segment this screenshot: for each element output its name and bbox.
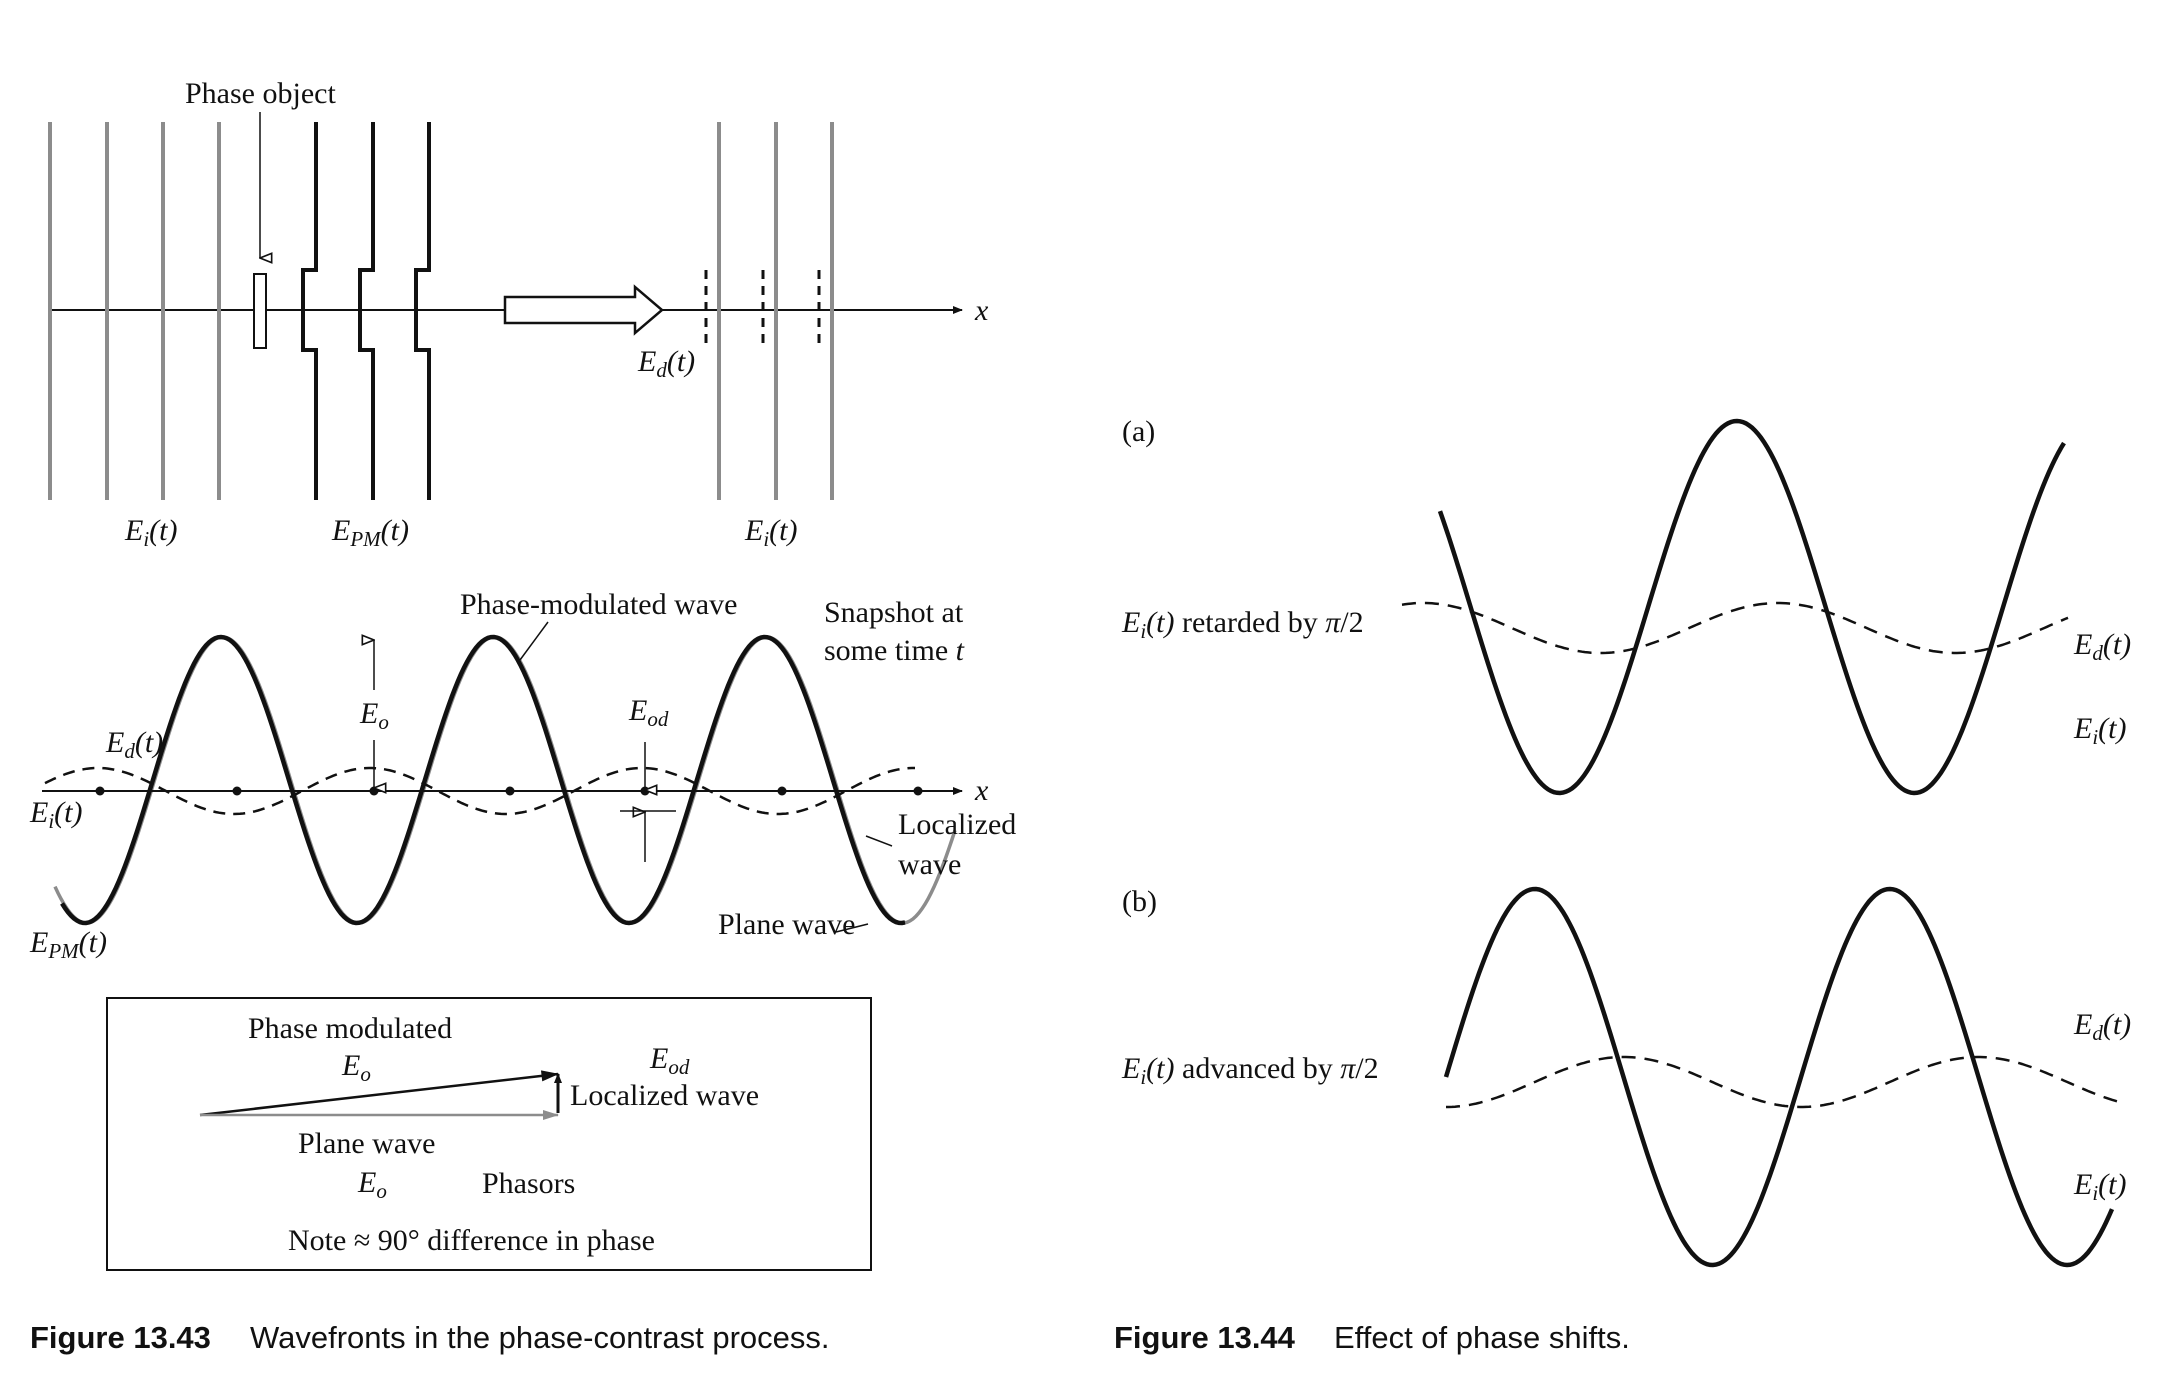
panel-a-condition-label: Ei(t) retarded by π/2 <box>1121 606 1364 643</box>
localized-wave-curve <box>44 766 915 816</box>
panel-a-ei-label: Ei(t) <box>2073 712 2127 749</box>
eod-label: Eod <box>628 694 669 731</box>
wavefront-line <box>301 122 318 500</box>
figure-13-43-caption: Figure 13.43 Wavefronts in the phase-con… <box>30 1320 830 1355</box>
panel-b-ei-label: Ei(t) <box>2073 1168 2127 1205</box>
phasors-label: Phasors <box>482 1167 575 1200</box>
phase-modulated-wavefronts <box>301 122 431 500</box>
panel-b-ed-label: Ed(t) <box>2073 1008 2131 1045</box>
eo-top-label: Eo <box>341 1049 371 1086</box>
localized-wave-leader <box>865 835 893 847</box>
phase-modulated-wave-leader <box>519 621 549 661</box>
epm-label-mid: EPM(t) <box>29 926 107 963</box>
wave-snapshot: x Eo Eod Phase-modulated wave Snapshot a… <box>29 588 1016 963</box>
incident-wavefronts <box>48 122 221 500</box>
phase-object-label: Phase object <box>185 77 336 110</box>
phase-object <box>253 273 267 349</box>
phase-modulated-label: Phase modulated <box>248 1012 452 1045</box>
localized-wave-label-line2: wave <box>898 848 961 881</box>
caption-text: Effect of phase shifts. <box>1334 1320 1630 1355</box>
caption-text: Wavefronts in the phase-contrast process… <box>250 1320 830 1355</box>
caption-number: Figure 13.44 <box>1114 1320 1296 1355</box>
diffracted-wavefronts <box>704 270 821 350</box>
snapshot-label-line2: some time t <box>824 634 965 667</box>
x-axis-label: x <box>974 294 989 327</box>
panel-b: (b) Ei(t) advanced by π/2 Ed(t) Ei(t) <box>1121 885 2131 1268</box>
phase-modulated-wave-label: Phase-modulated wave <box>460 588 737 621</box>
ed-label-top: Ed(t) <box>637 345 695 382</box>
node-dot <box>95 786 105 796</box>
eod-box-label: Eod <box>649 1042 690 1079</box>
ed-curve <box>1446 1055 2119 1109</box>
localized-wave-label-line1: Localized <box>898 808 1016 841</box>
propagation-arrow <box>503 284 664 336</box>
wavefront-line <box>414 122 431 500</box>
plane-wave-leader <box>835 923 869 933</box>
figure-13-44-caption: Figure 13.44 Effect of phase shifts. <box>1114 1320 1630 1355</box>
caption-number: Figure 13.43 <box>30 1320 211 1355</box>
x-axis-label: x <box>974 774 989 807</box>
wavefront-line <box>358 122 375 500</box>
epm-label-top: EPM(t) <box>331 514 409 551</box>
panel-a-ed-label: Ed(t) <box>2073 628 2131 665</box>
ei-curve <box>1443 886 2115 1268</box>
node-dot <box>505 786 515 796</box>
snapshot-label-line1: Snapshot at <box>824 596 964 629</box>
node-dot <box>232 786 242 796</box>
ed-curve <box>1401 601 2069 655</box>
panel-a: (a) Ei(t) retarded by π/2 Ed(t) Ei(t) <box>1121 415 2131 796</box>
eo-label: Eo <box>359 697 389 734</box>
plane-wave-box-label: Plane wave <box>298 1127 435 1160</box>
node-dot <box>913 786 923 796</box>
ei-curve <box>1437 418 2066 796</box>
phasor-box-frame <box>106 997 872 1271</box>
phase-modulated-wave-curve <box>60 634 906 926</box>
panel-b-condition-label: Ei(t) advanced by π/2 <box>1121 1052 1379 1089</box>
phasor-box: Phase modulated Eo Eod Localized wave Pl… <box>106 997 872 1271</box>
ei-label-left: Ei(t) <box>124 514 178 551</box>
panel-b-tag: (b) <box>1122 885 1157 918</box>
node-dot <box>777 786 787 796</box>
localized-wave-box-label: Localized wave <box>570 1079 759 1112</box>
eo-bottom-label: Eo <box>357 1166 387 1203</box>
plane-wave-curve <box>53 635 957 925</box>
ei-label-right: Ei(t) <box>744 514 798 551</box>
plane-wave-label: Plane wave <box>718 908 855 941</box>
ei-label-mid: Ei(t) <box>29 796 83 833</box>
transmitted-wavefronts <box>717 122 834 500</box>
phase-note-label: Note ≈ 90° difference in phase <box>288 1224 655 1257</box>
panel-a-tag: (a) <box>1122 415 1155 448</box>
phase-modulated-phasor <box>199 1070 560 1117</box>
wavefront-diagram: x Phase object Ed(t) <box>48 77 989 551</box>
ed-label-mid: Ed(t) <box>105 726 163 763</box>
